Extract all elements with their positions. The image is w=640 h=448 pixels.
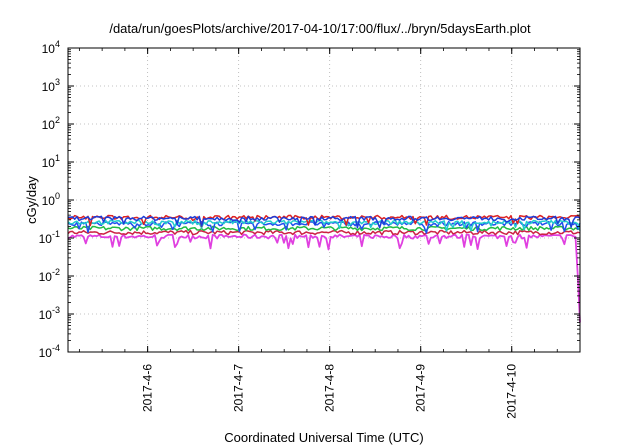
y-tick-label: 10-4 — [39, 343, 60, 360]
y-tick-label: 101 — [42, 153, 60, 170]
chart-title: /data/run/goesPlots/archive/2017-04-10/1… — [109, 21, 531, 36]
x-tick-label: 2017-4-9 — [414, 364, 428, 412]
y-tick-label: 100 — [42, 191, 60, 208]
y-tick-label: 10-1 — [39, 229, 60, 246]
series-line — [67, 233, 581, 323]
y-tick-label: 10-3 — [39, 305, 60, 322]
y-tick-label: 102 — [42, 115, 60, 132]
x-tick-label: 2017-4-8 — [323, 364, 337, 412]
x-tick-label: 2017-4-6 — [141, 364, 155, 412]
series-line — [68, 215, 581, 229]
grid-lines — [68, 48, 580, 352]
x-tick-label: 2017-4-10 — [505, 364, 519, 419]
y-tick-label: 103 — [42, 77, 60, 94]
y-tick-label: 10-2 — [39, 267, 60, 284]
y-tick-label: 104 — [42, 39, 60, 56]
series-line — [67, 219, 581, 232]
x-axis-label: Coordinated Universal Time (UTC) — [224, 430, 423, 445]
series-line — [67, 229, 581, 236]
series-layer — [67, 214, 581, 323]
x-tick-label: 2017-4-7 — [232, 364, 246, 412]
axis-ticks: 10-4 10-3 10-2 10-1 100 101 102 103 104 2017-4-6 2… — [39, 39, 580, 419]
y-axis-label: cGy/day — [24, 176, 39, 224]
